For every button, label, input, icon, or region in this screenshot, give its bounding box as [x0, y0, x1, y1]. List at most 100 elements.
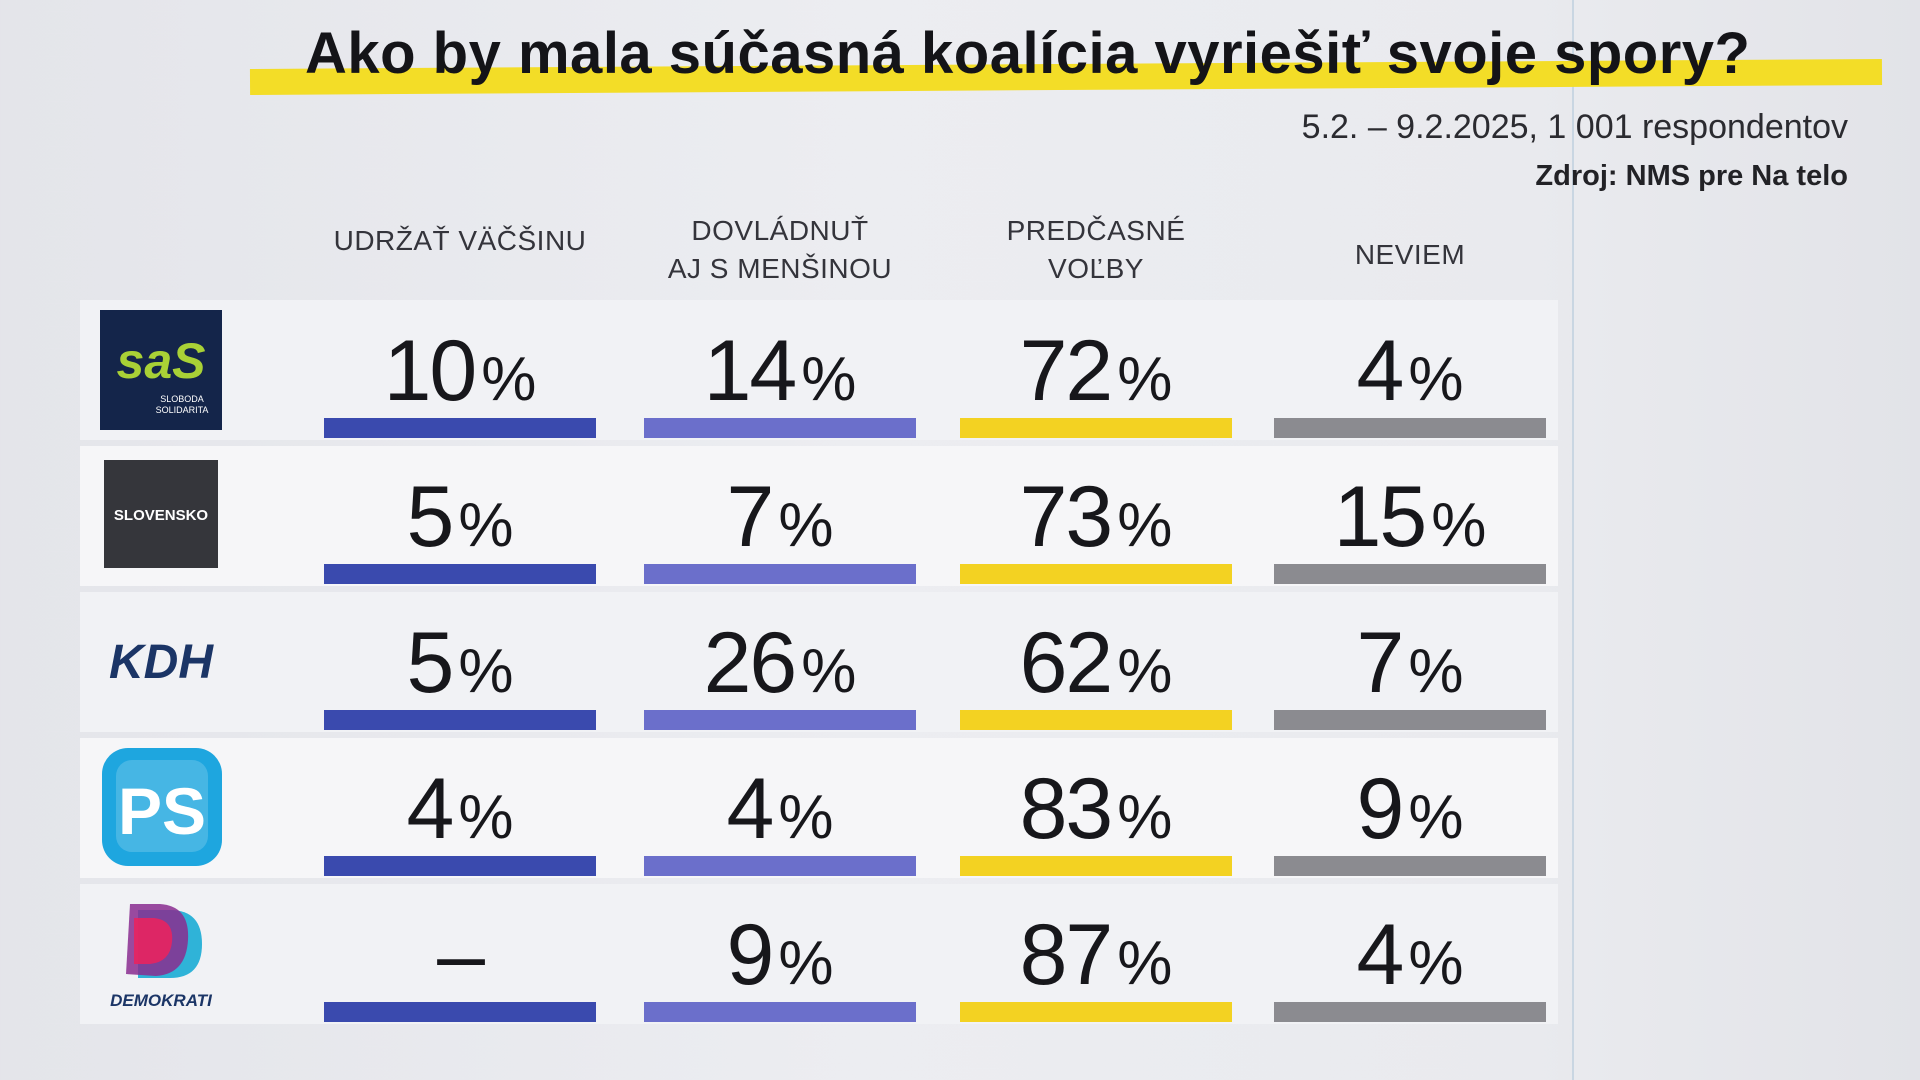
demokrati-logo: DEMOKRATI	[98, 894, 224, 1014]
column-bar-fill	[324, 564, 596, 584]
percent-sign: %	[778, 491, 834, 560]
percent-sign: %	[458, 491, 514, 560]
value-cell: 4%	[324, 738, 596, 878]
svg-text:KDH: KDH	[109, 636, 214, 689]
column-bar-fill	[1274, 564, 1546, 584]
column-header-4: NEVIEM	[1250, 236, 1570, 274]
percent-sign: %	[458, 783, 514, 852]
column-header-line1: DOVLÁDNUŤ	[691, 215, 869, 246]
svg-text:SLOBODA: SLOBODA	[160, 394, 204, 404]
party-row: KDH 5% 26% 62% 7%	[80, 592, 1558, 732]
value-cell: 7%	[1274, 592, 1546, 732]
percent-sign: %	[1408, 783, 1464, 852]
percentage-number: 4	[1356, 907, 1405, 1003]
column-bar	[960, 418, 1232, 438]
column-bar-fill	[960, 418, 1232, 438]
column-bar-fill	[644, 564, 916, 584]
value-cell: 72%	[960, 300, 1232, 440]
value-cell: 4%	[1274, 300, 1546, 440]
column-bar-fill	[1274, 856, 1546, 876]
column-bar	[1274, 856, 1546, 876]
percent-sign: %	[481, 345, 537, 414]
percentage-label: 7%	[1274, 614, 1546, 713]
column-bar	[644, 418, 916, 438]
percent-sign: %	[1117, 637, 1173, 706]
percentage-number: 62	[1019, 615, 1114, 711]
column-bar	[1274, 710, 1546, 730]
percentage-label: –	[324, 906, 596, 1005]
slovensko-logo: SLOVENSKO	[98, 456, 224, 576]
percent-sign: %	[778, 783, 834, 852]
party-row: PS 4% 4% 83% 9%	[80, 738, 1558, 878]
percent-sign: %	[1431, 491, 1487, 560]
percentage-number: 87	[1019, 907, 1114, 1003]
column-bar	[644, 564, 916, 584]
value-cell: 26%	[644, 592, 916, 732]
percent-sign: %	[801, 345, 857, 414]
column-bar	[1274, 564, 1546, 584]
column-bar-fill	[644, 710, 916, 730]
chart-title: Ako by mala súčasná koalícia vyriešiť sv…	[305, 21, 1751, 86]
percent-sign: %	[458, 637, 514, 706]
svg-text:saS: saS	[117, 333, 206, 389]
svg-text:SLOVENSKO: SLOVENSKO	[114, 507, 209, 524]
column-header-2: DOVLÁDNUŤ AJ S MENŠINOU	[620, 212, 940, 288]
value-cell: 83%	[960, 738, 1232, 878]
column-bar-fill	[960, 564, 1232, 584]
value-cell: 9%	[1274, 738, 1546, 878]
percentage-number: 73	[1019, 469, 1114, 565]
percentage-number: 83	[1019, 761, 1114, 857]
source-note: Zdroj: NMS pre Na telo	[1535, 160, 1848, 192]
percent-sign: %	[1117, 783, 1173, 852]
percentage-label: 10%	[324, 322, 596, 421]
value-cell: 5%	[324, 592, 596, 732]
column-bar-fill	[960, 710, 1232, 730]
percentage-label: 14%	[644, 322, 916, 421]
column-bar	[324, 418, 596, 438]
percentage-number: 4	[406, 761, 455, 857]
percentage-label: 87%	[960, 906, 1232, 1005]
value-cell: 15%	[1274, 446, 1546, 586]
percentage-label: 26%	[644, 614, 916, 713]
sas-logo: saS SLOBODA SOLIDARITA	[98, 310, 224, 430]
column-bar-fill	[644, 418, 916, 438]
column-header-1: UDRŽAŤ VÄČŠINU	[300, 222, 620, 260]
column-bar	[644, 710, 916, 730]
percentage-number: 15	[1333, 469, 1428, 565]
percent-sign: %	[1117, 345, 1173, 414]
column-bar	[960, 710, 1232, 730]
percentage-number: 10	[383, 323, 478, 419]
column-bar-fill	[1274, 710, 1546, 730]
column-bar	[644, 856, 916, 876]
column-header-line1: UDRŽAŤ VÄČŠINU	[333, 225, 587, 256]
column-bar	[960, 564, 1232, 584]
party-row: saS SLOBODA SOLIDARITA 10% 14% 72% 4%	[80, 300, 1558, 440]
percentage-number: 72	[1019, 323, 1114, 419]
percentage-label: 7%	[644, 468, 916, 567]
percentage-label: 9%	[1274, 760, 1546, 859]
column-bar-fill	[324, 418, 596, 438]
percentage-label: 72%	[960, 322, 1232, 421]
column-bar-fill	[960, 1002, 1232, 1022]
column-header-line2: VOĽBY	[1048, 253, 1144, 284]
percentage-number: 4	[1356, 323, 1405, 419]
column-bar-fill	[960, 856, 1232, 876]
column-bar	[324, 856, 596, 876]
percentage-label: 5%	[324, 468, 596, 567]
percentage-label: 15%	[1274, 468, 1546, 567]
percentage-number: 14	[703, 323, 798, 419]
column-bar-fill	[324, 1002, 596, 1022]
column-bar	[324, 710, 596, 730]
column-header-3: PREDČASNÉ VOĽBY	[936, 212, 1256, 288]
percentage-label: 4%	[644, 760, 916, 859]
percentage-label: 4%	[1274, 906, 1546, 1005]
value-cell: 5%	[324, 446, 596, 586]
percentage-label: 62%	[960, 614, 1232, 713]
column-bar-fill	[644, 856, 916, 876]
value-cell: 9%	[644, 884, 916, 1024]
column-bar	[1274, 1002, 1546, 1022]
svg-text:SOLIDARITA: SOLIDARITA	[156, 405, 209, 415]
ps-logo: PS	[98, 748, 224, 868]
kdh-logo: KDH	[98, 602, 224, 722]
value-cell: –	[324, 884, 596, 1024]
